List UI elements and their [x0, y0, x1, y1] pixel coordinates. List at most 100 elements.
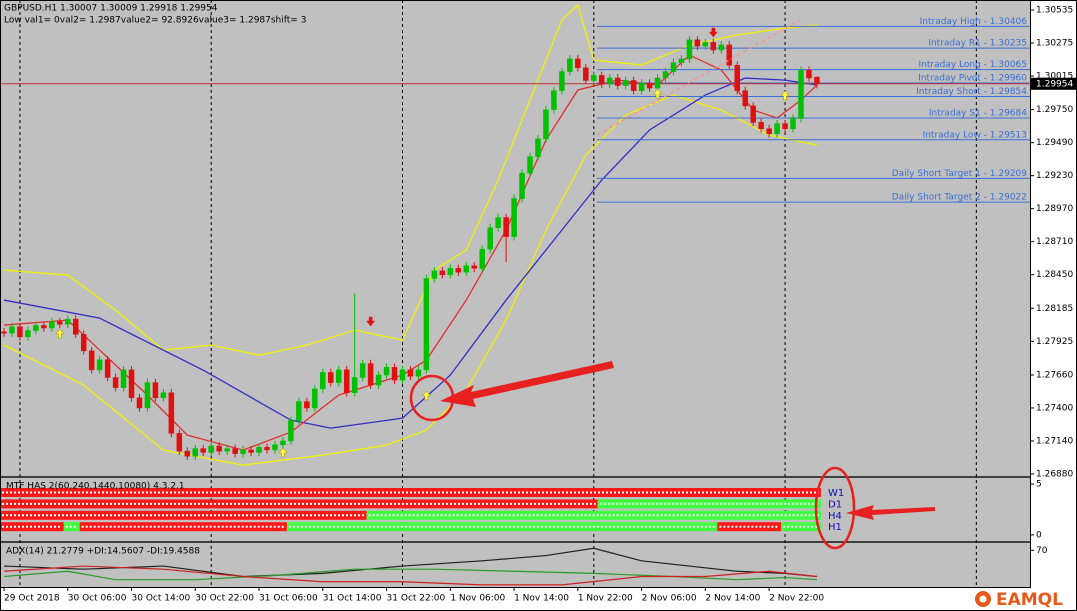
candle-body — [591, 75, 597, 81]
candle-body — [782, 123, 788, 129]
y-tick-label: 1.29490 — [1036, 138, 1073, 148]
y-tick-label: 0 — [1036, 530, 1042, 540]
candle-body — [702, 42, 709, 47]
last-price-tag — [1031, 77, 1076, 90]
candle-body — [120, 369, 127, 388]
indicator-line — [3, 94, 818, 466]
candle-body — [535, 138, 541, 157]
candle-body — [798, 70, 804, 119]
buy-arrow — [780, 90, 790, 101]
candle-body — [367, 363, 374, 386]
candle-body — [543, 109, 549, 140]
logo-icon-dot — [979, 595, 987, 603]
candle-body — [320, 372, 326, 390]
candle-body — [9, 326, 15, 334]
y-tick-label: 1.29230 — [1036, 171, 1073, 181]
candle-body — [240, 449, 246, 454]
candle-body — [88, 350, 95, 371]
y-tick-label: 1.28970 — [1036, 204, 1073, 214]
candle-body — [519, 172, 525, 199]
candle-body — [710, 42, 717, 51]
candle-body — [742, 90, 748, 107]
candle-body — [495, 217, 501, 228]
y-tick-label: 1.27925 — [1036, 337, 1073, 347]
row-label: W1 — [828, 488, 844, 499]
x-tick-label: 30 Oct 22:00 — [195, 594, 254, 604]
candle-body — [144, 382, 151, 409]
candle-body — [312, 388, 318, 409]
candle-body — [646, 82, 653, 89]
candle-body — [622, 80, 629, 86]
buy-arrow — [421, 390, 431, 401]
candle-body — [814, 76, 820, 85]
candle-body — [463, 265, 470, 273]
candle-body — [790, 118, 796, 129]
panel-title: MTF HAS 2(60,240,1440,10080) 4.3.2.1 — [6, 482, 185, 492]
candle-body — [734, 64, 740, 91]
candle-body — [511, 198, 517, 237]
level-label: Intraday R1 - 1.30235 — [928, 39, 1027, 49]
candle-body — [766, 128, 772, 135]
candle-body — [678, 58, 685, 63]
x-tick-label: 1 Nov 14:00 — [514, 594, 569, 604]
candle-body — [551, 90, 557, 110]
buy-arrow — [653, 88, 663, 99]
trend-line — [596, 19, 801, 136]
candle-body — [216, 445, 222, 452]
x-tick-label: 30 Oct 06:00 — [68, 594, 127, 604]
candle-body — [750, 105, 756, 123]
indicator-line — [3, 3, 818, 356]
candle-body — [439, 270, 446, 275]
highlight-ellipse — [814, 466, 856, 550]
candle-body — [583, 67, 589, 81]
candle-body — [359, 363, 366, 378]
candle-body — [232, 448, 238, 454]
candle-body — [774, 123, 780, 135]
candle-body — [455, 268, 462, 273]
sell-arrow — [708, 27, 718, 38]
y-tick-label: 1.29750 — [1036, 105, 1073, 115]
candle-body — [65, 318, 71, 325]
annotation-arrow — [440, 361, 614, 407]
candle-body — [17, 326, 23, 338]
row-label: D1 — [828, 499, 842, 510]
candle-body — [423, 278, 430, 371]
series-line — [3, 565, 818, 586]
x-tick-label: 29 Oct 2018 — [4, 594, 60, 604]
candle-body — [152, 382, 159, 399]
sell-arrow — [366, 316, 376, 327]
y-tick-label: 1.28185 — [1036, 304, 1073, 314]
candle-body — [471, 265, 477, 269]
candle-body — [128, 369, 135, 399]
candle-body — [638, 82, 645, 91]
y-tick-label: 1.30275 — [1036, 39, 1073, 49]
candle-body — [96, 359, 103, 371]
candle-body — [415, 369, 422, 377]
candle-body — [304, 401, 310, 409]
level-label: Intraday High - 1.30406 — [920, 17, 1028, 27]
candle-body — [272, 444, 278, 451]
x-tick-label: 1 Nov 06:00 — [450, 594, 505, 604]
candle-body — [184, 450, 191, 457]
candle-body — [599, 75, 605, 85]
candle-body — [136, 397, 143, 409]
candle-body — [256, 447, 262, 453]
level-label: Intraday Long - 1.30065 — [919, 60, 1027, 70]
candle-body — [104, 359, 111, 378]
candle-body — [503, 217, 509, 237]
candle-body — [726, 44, 733, 66]
candle-body — [383, 367, 390, 376]
y-tick-label: 1.30535 — [1036, 6, 1073, 16]
candle-body — [527, 156, 533, 174]
level-label: Daily Short Target 1 - 1.29209 — [892, 169, 1028, 179]
x-tick-label: 31 Oct 22:00 — [387, 594, 446, 604]
level-label: Intraday Low - 1.29513 — [923, 130, 1027, 140]
candle-body — [758, 122, 764, 129]
candle-body — [351, 377, 358, 393]
y-tick-label: 1.28710 — [1036, 237, 1073, 247]
candle-body — [328, 372, 334, 383]
x-tick-label: 31 Oct 06:00 — [259, 594, 318, 604]
candle-body — [57, 321, 63, 325]
series-line — [3, 547, 817, 578]
